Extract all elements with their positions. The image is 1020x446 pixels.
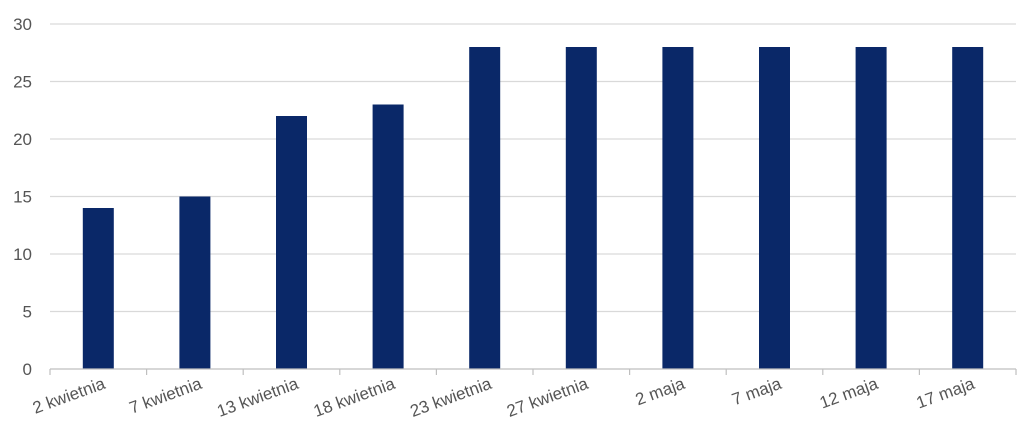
- x-tick-label: 2 kwietnia: [30, 374, 108, 418]
- y-tick-label: 30: [13, 15, 32, 34]
- bar: [952, 47, 984, 369]
- y-tick-label: 20: [13, 130, 32, 149]
- x-tick-label: 7 maja: [729, 374, 784, 409]
- bar: [82, 208, 114, 369]
- bar: [372, 104, 404, 369]
- x-tick-label: 2 maja: [633, 374, 688, 409]
- x-tick-label: 17 maja: [914, 374, 978, 413]
- x-tick-labels: 2 kwietnia 7 kwietnia 13 kwietnia 18 kwietn…: [30, 374, 977, 421]
- y-tick-label: 0: [23, 360, 32, 379]
- bar: [565, 47, 597, 369]
- bar: [276, 116, 307, 369]
- bar: [662, 47, 694, 369]
- x-tick-label: 7 kwietnia: [127, 374, 205, 418]
- y-tick-label: 15: [13, 188, 32, 207]
- x-axis: [49, 368, 1017, 375]
- y-tick-label: 25: [13, 73, 32, 92]
- y-tick-label: 5: [23, 303, 32, 322]
- bars: [82, 47, 984, 369]
- bar: [469, 47, 501, 369]
- bar: [179, 196, 211, 369]
- y-tick-label: 10: [13, 245, 32, 264]
- bar: [759, 47, 790, 369]
- x-tick-label: 13 kwietnia: [214, 374, 301, 421]
- x-tick-label: 23 kwietnia: [408, 374, 495, 421]
- gridlines: [50, 23, 1016, 313]
- bar: [855, 47, 887, 369]
- x-tick-label: 18 kwietnia: [311, 374, 398, 421]
- x-tick-label: 27 kwietnia: [504, 374, 591, 421]
- y-tick-labels: 0 5 10 15 20 25 30: [13, 15, 32, 379]
- x-tick-label: 12 maja: [817, 374, 881, 413]
